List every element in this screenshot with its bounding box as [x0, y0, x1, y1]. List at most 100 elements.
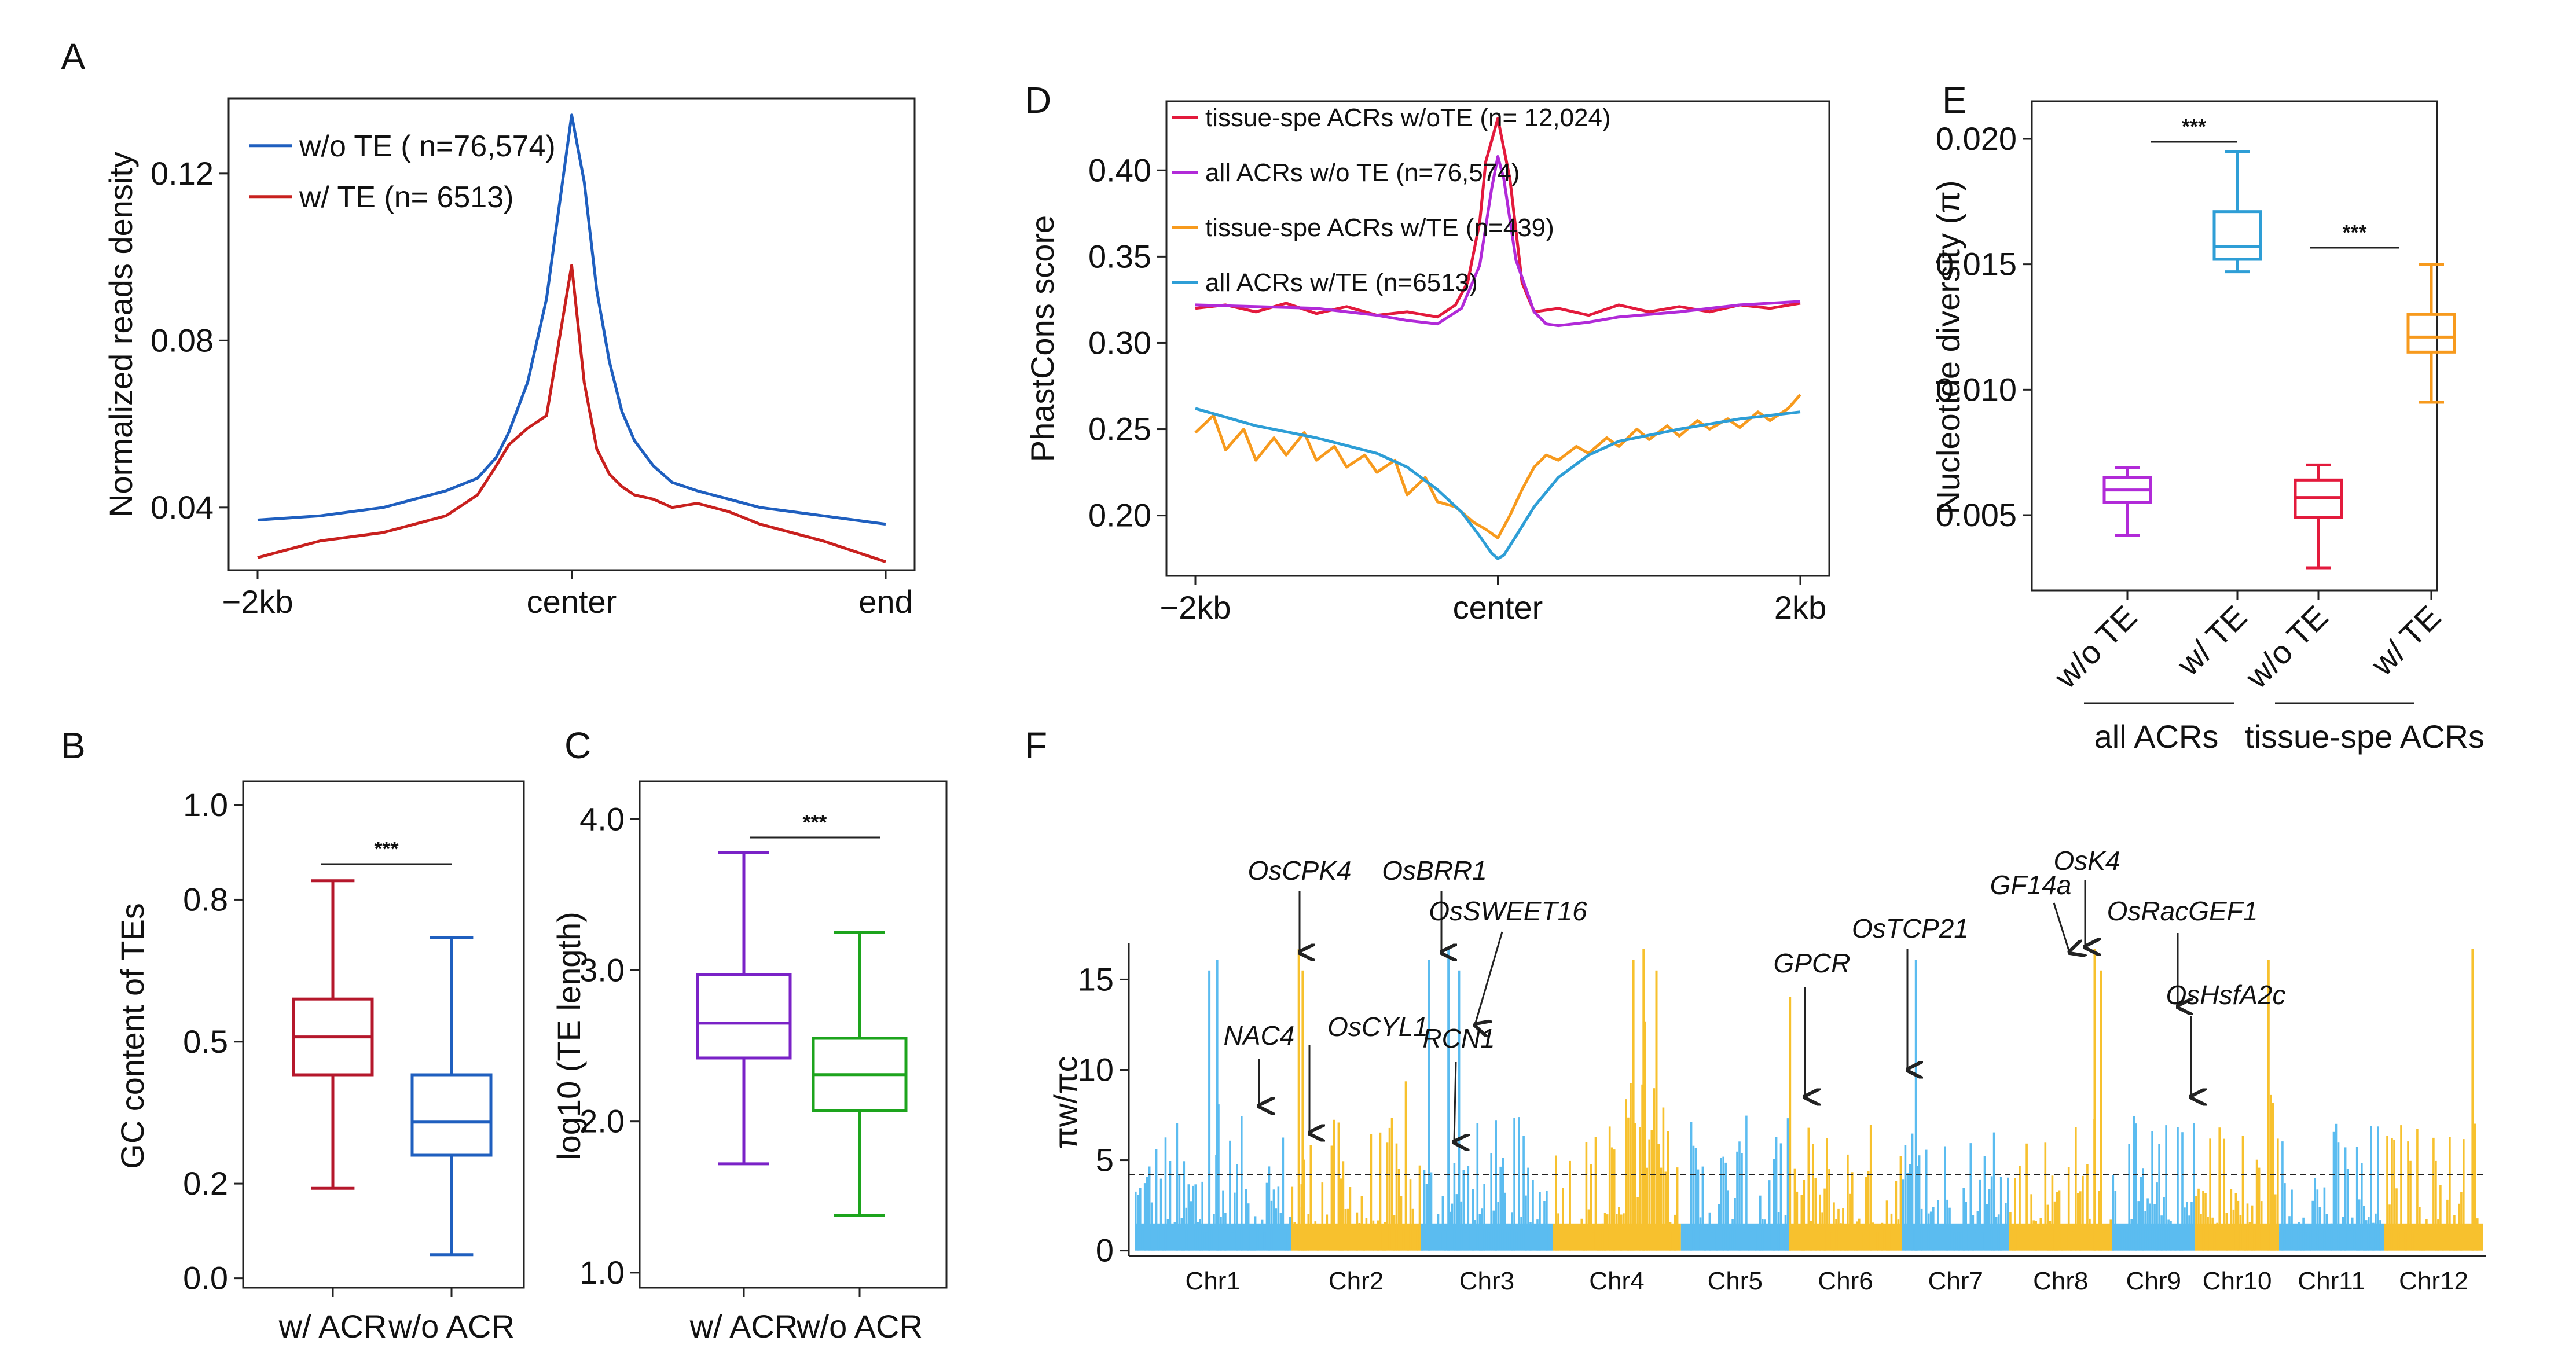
- bar-Chr6: [1812, 1144, 1814, 1251]
- bar-Chr2: [1402, 1232, 1405, 1251]
- bar-Chr3: [1518, 1117, 1520, 1251]
- bar-Chr2: [1414, 1230, 1417, 1251]
- bar-Chr3: [1550, 1232, 1553, 1251]
- bar-Chr3: [1546, 1191, 1548, 1251]
- bar-Chr6: [1807, 1127, 1810, 1251]
- bar-Chr6: [1869, 1125, 1872, 1251]
- bar-Chr9: [2181, 1132, 2184, 1251]
- bar-Chr3: [1495, 1120, 1497, 1251]
- bar-Chr1: [1206, 1232, 1208, 1251]
- bar-Chr8: [2012, 1229, 2014, 1251]
- bar-Chr10: [2223, 1138, 2226, 1251]
- bar-Chr8: [2079, 1191, 2082, 1251]
- bar-Chr8: [2096, 1232, 2098, 1251]
- bar-Chr9: [2135, 1123, 2137, 1251]
- bar-Chr9: [2156, 1182, 2158, 1251]
- bar-Chr11: [2286, 1230, 2288, 1251]
- bar-Chr1: [1254, 1216, 1257, 1251]
- bar-Chr7: [1925, 1149, 1928, 1251]
- panel-C-ytick-label: 3.0: [579, 951, 625, 988]
- bar-Chr8: [2102, 1232, 2105, 1251]
- bar-Chr2: [1407, 1227, 1410, 1251]
- bar-Chr4: [1648, 1139, 1651, 1251]
- bar-Chr8: [2077, 1193, 2079, 1251]
- gene-label-3: OsBRR1: [1382, 855, 1487, 886]
- bar-Chr1: [1201, 1181, 1203, 1251]
- bar-Chr4: [1559, 1232, 1562, 1251]
- bar-Chr6: [1796, 1191, 1799, 1251]
- bar-Chr7: [1904, 1145, 1907, 1251]
- bar-Chr1: [1275, 1208, 1278, 1251]
- box-C-0-iqr-box: [696, 973, 792, 1060]
- bar-Chr1: [1143, 1183, 1146, 1251]
- bar-Chr9: [2167, 1219, 2170, 1251]
- bar-Chr10: [2258, 1167, 2261, 1251]
- bar-Chr8: [2091, 1227, 2093, 1251]
- bar-Chr1: [1210, 1229, 1213, 1251]
- bar-Chr11: [2300, 1232, 2302, 1251]
- bar-Chr7: [1972, 1215, 1975, 1251]
- panel-F-ylabel: πw/πc: [1047, 1056, 1084, 1149]
- bar-Chr9: [2193, 1123, 2195, 1251]
- bar-Chr3: [1492, 1210, 1495, 1251]
- bar-Chr1: [1242, 1230, 1245, 1251]
- bar-Chr9: [2149, 1203, 2151, 1251]
- chromosome-label-Chr12: Chr12: [2399, 1267, 2468, 1295]
- panel-D-ytick-label: 0.30: [1088, 324, 1151, 361]
- panel-A-ylabel: Normalized reads density: [102, 152, 139, 517]
- box-E-3-iqr-box: [2406, 313, 2456, 354]
- panel-E-frame: [2031, 100, 2438, 592]
- panel-D-xtick-label: 2kb: [1774, 589, 1826, 626]
- bar-Chr2: [1316, 1232, 1319, 1251]
- bar-Chr11: [2323, 1187, 2326, 1251]
- group-label-0: all ACRs: [2094, 718, 2219, 755]
- gene-label-10: OsRacGEF1: [2107, 896, 2258, 926]
- bar-Chr3: [1467, 1166, 1470, 1251]
- bar-Chr11: [2355, 1147, 2358, 1251]
- panel-E-ytick-label: 0.015: [1936, 246, 2017, 282]
- bar-Chr2: [1319, 1232, 1322, 1251]
- bar-Chr12: [2437, 1219, 2439, 1251]
- bar-Chr7: [2005, 1203, 2007, 1251]
- panel-B-ylabel: GC content of TEs: [114, 903, 151, 1169]
- gene-label-1: OsCPK4: [1248, 855, 1352, 886]
- bar-Chr3: [1522, 1136, 1525, 1251]
- bar-Chr12: [2449, 1137, 2451, 1251]
- bar-Chr5: [1727, 1190, 1729, 1251]
- box-E-1-iqr-box: [2212, 210, 2262, 261]
- bar-Chr2: [1416, 1229, 1419, 1251]
- panel-A-xtick-label: center: [527, 583, 617, 620]
- bar-Chr12: [2386, 1136, 2388, 1251]
- bar-Chr2: [1381, 1232, 1384, 1251]
- bar-Chr5: [1736, 1151, 1738, 1251]
- bar-Chr4: [1618, 1207, 1620, 1251]
- bar-Chr4: [1660, 1167, 1663, 1251]
- panel-letter-D: D: [1025, 79, 1051, 121]
- bar-Chr12: [2416, 1129, 2419, 1251]
- bar-Chr6: [1856, 1221, 1858, 1251]
- bar-Chr2: [1411, 1208, 1414, 1251]
- bar-Chr12: [2430, 1232, 2432, 1251]
- bar-Chr8: [2069, 1225, 2072, 1251]
- bar-Chr4: [1669, 1222, 1672, 1251]
- bar-Chr7: [1990, 1176, 1993, 1251]
- bar-Chr4: [1641, 1084, 1643, 1251]
- bar-Chr9: [2158, 1144, 2160, 1251]
- bar-Chr11: [2365, 1220, 2368, 1251]
- panel-A-xtick-label: end: [858, 583, 912, 620]
- bar-Chr11: [2295, 1229, 2298, 1251]
- bar-Chr6: [1830, 1232, 1833, 1251]
- bar-Chr10: [2202, 1191, 2204, 1251]
- bar-Chr7: [1902, 1179, 1905, 1251]
- bar-Chr3: [1430, 1172, 1433, 1251]
- bar-Chr5: [1694, 1148, 1697, 1251]
- bar-Chr8: [2044, 1142, 2047, 1251]
- bar-Chr11: [2311, 1200, 2314, 1251]
- bar-Chr1: [1272, 1189, 1275, 1251]
- bar-Chr11: [2368, 1217, 2370, 1251]
- bar-Chr1: [1139, 1188, 1142, 1251]
- bar-Chr11: [2330, 1223, 2333, 1251]
- bar-Chr12: [2407, 1141, 2409, 1251]
- bar-Chr2: [1314, 1221, 1317, 1251]
- bar-Chr5: [1777, 1212, 1780, 1251]
